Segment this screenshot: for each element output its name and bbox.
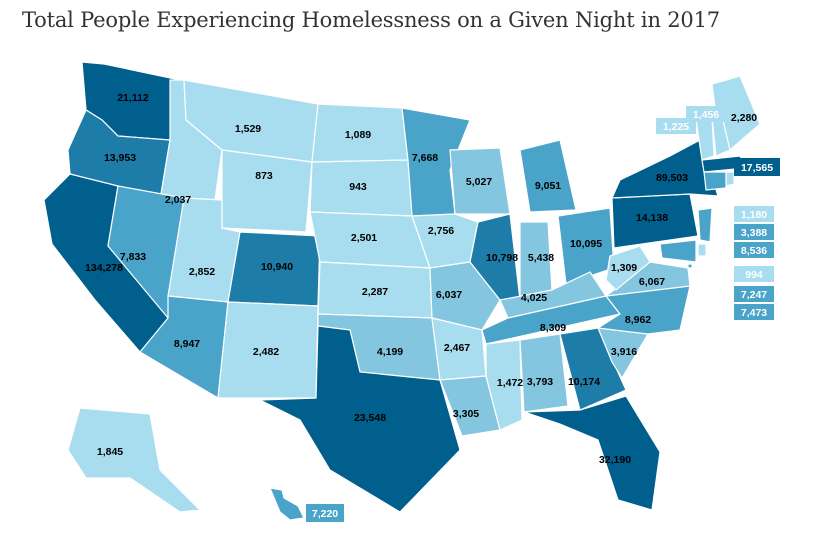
state-label-montana: 1,529 [235,123,261,135]
callout-box-new-jersey [734,242,774,258]
state-label-mississippi: 1,472 [497,377,523,389]
state-label-tennessee: 8,309 [540,322,566,334]
state-label-south-dakota: 943 [349,181,367,193]
state-label-nevada: 7,833 [120,251,146,263]
state-label-texas: 23,548 [354,412,386,424]
state-michigan[interactable] [519,139,577,213]
state-label-north-dakota: 1,089 [345,129,371,141]
state-label-california: 134,278 [85,262,123,274]
state-label-michigan: 9,051 [535,180,561,192]
state-label-west-virginia: 1,309 [611,262,637,274]
state-label-oregon: 13,953 [104,152,136,164]
state-label-arkansas: 2,467 [444,342,470,354]
state-label-wisconsin: 5,027 [466,176,492,188]
state-label-new-york: 89,503 [656,172,688,184]
callout-box-connecticut [734,224,774,240]
state-label-wyoming: 873 [255,170,273,182]
state-florida[interactable] [523,395,661,511]
state-label-district-of-columbia: 7,473 [741,307,767,319]
state-label-connecticut: 3,388 [741,227,767,239]
state-label-georgia: 10,174 [568,376,600,388]
state-label-ohio: 10,095 [570,238,602,250]
state-label-hawaii: 7,220 [312,508,338,520]
state-district-of-columbia[interactable] [687,263,693,269]
state-label-idaho: 2,037 [165,194,191,206]
state-mississippi[interactable] [485,339,523,431]
callout-box-maryland [734,286,774,302]
state-label-new-jersey: 8,536 [741,245,767,257]
state-label-missouri: 6,037 [436,289,462,301]
state-texas[interactable] [259,325,461,513]
state-label-kentucky: 4,025 [521,292,547,304]
callout-box-massachusetts [734,158,780,176]
state-label-massachusetts: 17,565 [741,162,773,174]
state-label-colorado: 10,940 [261,261,293,273]
state-new-york[interactable] [611,139,719,199]
state-new-jersey[interactable] [697,207,713,243]
state-label-vermont: 1,225 [663,121,689,133]
state-georgia[interactable] [559,327,627,411]
state-label-utah: 2,852 [189,266,215,278]
callout-box-hawaii [306,504,344,522]
state-label-delaware: 994 [745,269,763,281]
state-label-rhode-island: 1,180 [741,209,767,221]
state-label-new-mexico: 2,482 [253,346,279,358]
state-alaska[interactable] [67,407,202,513]
state-missouri[interactable] [429,261,501,331]
state-label-louisiana: 3,305 [453,408,479,420]
state-hawaii[interactable] [269,487,305,521]
state-label-washington: 21,112 [117,92,149,104]
state-label-south-carolina: 3,916 [611,346,637,358]
state-label-alabama: 3,793 [527,376,553,388]
state-delaware[interactable] [697,243,707,257]
state-label-alaska: 1,845 [97,446,123,458]
state-label-florida: 32,190 [599,454,631,466]
state-label-indiana: 5,438 [528,252,554,264]
callout-box-new-hampshire [686,106,726,122]
state-label-north-carolina: 8,962 [625,314,651,326]
state-label-virginia: 6,067 [639,276,665,288]
state-maryland[interactable] [659,239,697,263]
state-connecticut[interactable] [703,171,727,191]
state-label-nebraska: 2,501 [351,232,377,244]
state-label-arizona: 8,947 [174,338,200,350]
state-label-illinois: 10,798 [486,252,518,264]
state-label-new-hampshire: 1,456 [693,109,719,121]
callout-box-delaware [734,266,774,282]
state-wyoming[interactable] [221,149,313,233]
state-kentucky[interactable] [499,271,607,319]
state-label-kansas: 2,287 [362,286,388,298]
state-label-iowa: 2,756 [428,225,454,237]
state-label-pennsylvania: 14,138 [636,212,668,224]
state-rhode-island[interactable] [725,171,735,187]
callout-box-district-of-columbia [734,304,774,320]
state-label-oklahoma: 4,199 [377,346,403,358]
state-label-maryland: 7,247 [741,289,767,301]
state-label-maine: 2,280 [731,112,757,124]
state-west-virginia[interactable] [605,245,651,291]
callout-box-rhode-island [734,206,774,222]
state-arizona[interactable] [139,295,229,399]
state-alabama[interactable] [519,333,569,413]
state-label-minnesota: 7,668 [412,152,438,164]
map-title: Total People Experiencing Homelessness o… [22,8,720,32]
